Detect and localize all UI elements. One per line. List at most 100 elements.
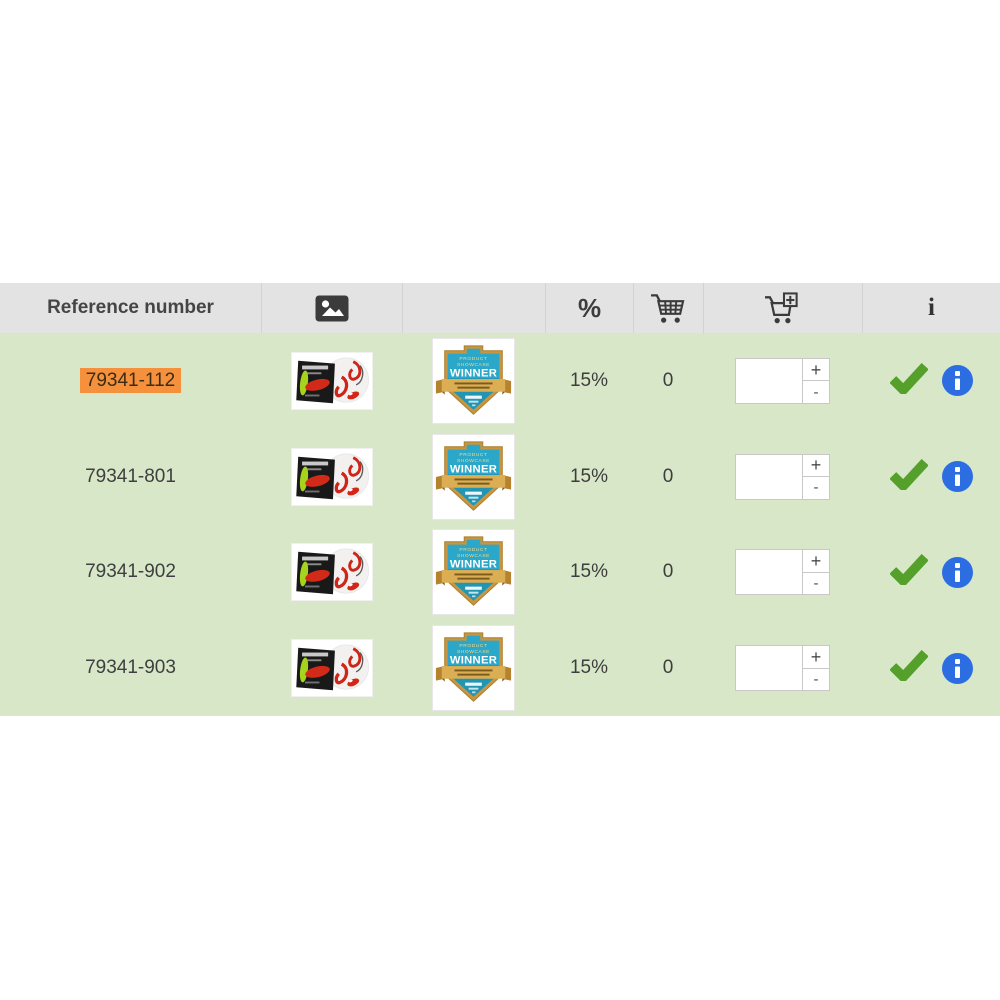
discount-cell: 15% (545, 429, 633, 525)
table-body: 79341-112 PRODUCT SHOWCASE WINNER (0, 333, 1000, 716)
table-row: 79341-112 PRODUCT SHOWCASE WINNER (0, 333, 1000, 429)
winner-badge: PRODUCT SHOWCASE WINNER (432, 625, 515, 712)
svg-text:PRODUCT: PRODUCT (459, 452, 487, 458)
column-header-reference: Reference number (0, 283, 261, 333)
quantity-increase-button[interactable]: + (803, 645, 830, 669)
reference-cell: 79341-112 (0, 333, 261, 429)
quantity-buttons: + - (803, 357, 830, 404)
product-thumbnail[interactable] (290, 351, 373, 410)
availability-indicator (888, 554, 929, 590)
info-slot (941, 652, 973, 684)
product-image-cell (261, 620, 402, 716)
reference-number: 79341-902 (85, 561, 176, 583)
check-icon (888, 458, 929, 493)
info-slot (941, 461, 973, 493)
status-cell (862, 620, 1000, 716)
column-header-cart-add (703, 283, 862, 333)
product-image-cell (261, 525, 402, 621)
discount-value: 15% (569, 369, 609, 391)
discount-value: 15% (569, 561, 609, 583)
quantity-decrease-button[interactable]: - (803, 477, 830, 500)
svg-text:PRODUCT: PRODUCT (459, 643, 487, 649)
winner-badge: PRODUCT SHOWCASE WINNER (432, 529, 515, 616)
quantity-increase-button[interactable]: + (803, 549, 830, 573)
table-header-row: Reference number % (0, 283, 1000, 333)
quantity-decrease-button[interactable]: - (803, 572, 830, 596)
product-image-cell (261, 333, 402, 429)
reference-column-label: Reference number (47, 297, 214, 318)
badge-cell: PRODUCT SHOWCASE WINNER (402, 620, 545, 716)
availability-indicator (888, 650, 929, 686)
quantity-input[interactable] (735, 549, 803, 596)
in-cart-count: 0 (662, 369, 674, 391)
svg-text:SHOWCASE: SHOWCASE (457, 362, 490, 368)
quantity-widget: + - (735, 549, 830, 596)
svg-text:SHOWCASE: SHOWCASE (457, 553, 490, 559)
product-thumbnail[interactable] (290, 447, 373, 506)
badge-cell: PRODUCT SHOWCASE WINNER (402, 333, 545, 429)
in-cart-count: 0 (662, 561, 674, 583)
quantity-buttons: + - (803, 453, 830, 500)
column-header-cart (633, 283, 703, 333)
highlighted-reference-text: 79341-112 (79, 367, 182, 393)
cart-icon (651, 293, 685, 323)
quantity-increase-button[interactable]: + (803, 357, 830, 382)
status-cell (862, 429, 1000, 525)
table-row: 79341-903 PRODUCT SHOWCASE WINNER (0, 620, 1000, 716)
product-thumbnail[interactable] (290, 639, 373, 698)
winner-badge-image: PRODUCT SHOWCASE WINNER (433, 338, 514, 423)
status-cell (862, 525, 1000, 621)
product-thumbnail[interactable] (290, 543, 373, 602)
image-icon (315, 295, 349, 321)
svg-text:PRODUCT: PRODUCT (459, 356, 487, 362)
quantity-input[interactable] (735, 357, 803, 404)
percent-column-label: % (577, 292, 602, 323)
check-icon (888, 362, 929, 397)
reference-cell: 79341-902 (0, 525, 261, 621)
quantity-input[interactable] (735, 453, 803, 500)
in-cart-count: 0 (662, 657, 674, 679)
badge-cell: PRODUCT SHOWCASE WINNER (402, 525, 545, 621)
quantity-cell: + - (703, 525, 862, 621)
info-icon[interactable] (941, 652, 973, 684)
product-order-table: Reference number % (0, 283, 1000, 716)
info-icon[interactable] (941, 365, 973, 397)
quantity-widget: + - (735, 645, 830, 692)
info-slot (941, 365, 973, 397)
quantity-widget: + - (735, 357, 830, 404)
svg-text:SHOWCASE: SHOWCASE (457, 649, 490, 655)
discount-cell: 15% (545, 525, 633, 621)
table-row: 79341-902 PRODUCT SHOWCASE WINNER (0, 525, 1000, 621)
svg-text:PRODUCT: PRODUCT (459, 547, 487, 553)
lure-package-image (291, 640, 372, 697)
quantity-buttons: + - (803, 645, 830, 692)
svg-text:WINNER: WINNER (450, 559, 497, 571)
discount-value: 15% (569, 465, 609, 487)
svg-text:WINNER: WINNER (450, 367, 497, 379)
availability-indicator (888, 362, 929, 399)
winner-badge-image: PRODUCT SHOWCASE WINNER (433, 434, 514, 519)
reference-cell: 79341-801 (0, 429, 261, 525)
quantity-increase-button[interactable]: + (803, 453, 830, 478)
quantity-input[interactable] (735, 645, 803, 692)
discount-cell: 15% (545, 333, 633, 429)
svg-text:WINNER: WINNER (450, 463, 497, 475)
column-header-info: i (862, 283, 1000, 333)
quantity-decrease-button[interactable]: - (803, 668, 830, 692)
column-header-badge (402, 283, 545, 333)
svg-text:WINNER: WINNER (450, 655, 497, 667)
quantity-decrease-button[interactable]: - (803, 381, 830, 404)
info-icon[interactable] (941, 556, 973, 588)
quantity-cell: + - (703, 429, 862, 525)
svg-text:SHOWCASE: SHOWCASE (457, 457, 490, 463)
check-icon (888, 650, 929, 684)
availability-indicator (888, 458, 929, 495)
quantity-cell: + - (703, 333, 862, 429)
check-icon (888, 554, 929, 589)
in-cart-cell: 0 (633, 525, 703, 621)
reference-cell: 79341-903 (0, 620, 261, 716)
info-icon[interactable] (941, 461, 973, 493)
quantity-buttons: + - (803, 549, 830, 596)
info-slot (941, 556, 973, 588)
